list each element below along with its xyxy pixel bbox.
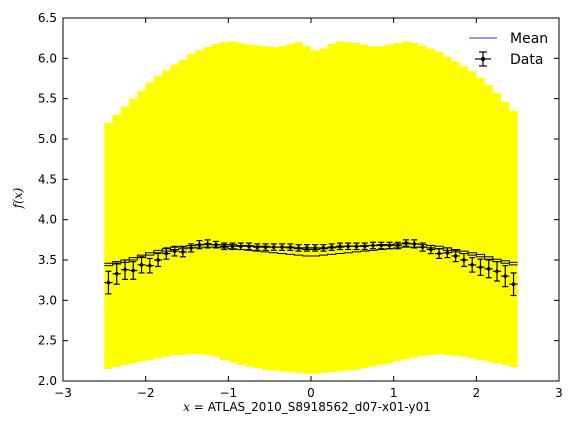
data-point <box>443 247 452 259</box>
mean-line-layer <box>104 243 518 267</box>
y-tick-label: 3.0 <box>38 293 57 307</box>
x-axis-ticks: −3 −2 −1 0 1 2 3 <box>54 18 563 400</box>
data-point <box>228 242 237 251</box>
data-point <box>236 242 245 251</box>
data-point <box>319 244 328 252</box>
data-point <box>492 261 502 282</box>
data-point <box>344 242 353 251</box>
y-tick-label: 3.5 <box>38 253 57 267</box>
data-point <box>451 249 460 263</box>
data-point <box>302 244 311 252</box>
data-point <box>294 244 303 252</box>
data-point <box>377 241 386 250</box>
data-point <box>129 261 138 280</box>
data-point <box>459 252 469 268</box>
y-tick-label: 4.0 <box>38 213 57 227</box>
data-point <box>360 242 369 251</box>
data-point <box>435 248 444 259</box>
data-point <box>112 262 121 285</box>
y-tick-label: 2.0 <box>38 374 57 388</box>
data-point <box>220 242 229 251</box>
legend: Mean Data <box>469 31 548 68</box>
data-point <box>286 243 295 251</box>
data-point <box>203 239 212 249</box>
y-axis-label: f(x) <box>11 187 25 209</box>
data-point <box>509 272 518 297</box>
data-point <box>418 242 427 252</box>
data-point <box>501 265 510 288</box>
data-point <box>145 257 154 274</box>
data-point <box>410 239 419 249</box>
mean-lower-step-line <box>104 246 518 267</box>
data-point <box>244 242 254 251</box>
data-point <box>352 242 361 251</box>
data-point <box>385 241 394 250</box>
x-axis-label-math: x = <box>183 400 204 414</box>
x-axis-label-text: ATLAS_2010_S8918562_d07-x01-y01 <box>208 400 431 414</box>
y-tick-label: 6.0 <box>38 51 57 65</box>
y-tick-label: 5.5 <box>38 92 57 106</box>
data-point <box>153 252 163 268</box>
x-tick-label: −3 <box>54 386 72 400</box>
data-point <box>178 246 187 258</box>
mean-upper-step-line <box>104 243 518 264</box>
x-tick-label: 3 <box>555 386 563 400</box>
y-tick-label: 5.0 <box>38 132 57 146</box>
uncertainty-band <box>104 41 518 374</box>
data-point <box>104 270 113 295</box>
data-point <box>120 259 130 280</box>
data-point <box>335 242 345 251</box>
x-tick-label: −1 <box>219 386 237 400</box>
data-point <box>253 243 262 251</box>
data-point <box>187 243 196 253</box>
legend-mean-label: Mean <box>510 31 548 47</box>
x-axis-label: x = ATLAS_2010_S8918562_d07-x01-y01 <box>183 400 431 414</box>
data-point <box>170 245 179 257</box>
x-tick-label: 2 <box>473 386 481 400</box>
data-point <box>393 241 402 250</box>
data-point <box>311 244 320 252</box>
data-point <box>162 247 171 260</box>
data-point <box>476 258 485 276</box>
data-point <box>137 256 146 274</box>
data-point <box>368 241 378 250</box>
legend-data-errorbar-icon <box>475 51 491 67</box>
data-point <box>261 243 270 251</box>
data-point <box>327 243 336 251</box>
uncertainty-band-layer <box>104 41 518 374</box>
data-point <box>401 239 411 247</box>
y-tick-label: 4.5 <box>38 172 57 186</box>
y-tick-label: 6.5 <box>38 11 57 25</box>
data-point <box>484 259 493 279</box>
data-point <box>426 244 435 255</box>
x-tick-label: 0 <box>307 386 315 400</box>
data-point <box>195 240 204 250</box>
data-point <box>468 256 477 273</box>
data-point <box>269 243 278 251</box>
legend-data-label: Data <box>510 52 543 68</box>
y-tick-label: 2.5 <box>38 334 57 348</box>
data-point <box>211 240 221 249</box>
x-tick-label: −2 <box>137 386 155 400</box>
data-points-layer <box>104 239 518 297</box>
data-point <box>277 243 287 251</box>
y-axis-ticks: 2.0 2.5 3.0 3.5 4.0 4.5 5.0 5.5 6.0 6.5 <box>38 11 559 388</box>
x-tick-label: 1 <box>390 386 398 400</box>
plot-area <box>104 41 518 374</box>
